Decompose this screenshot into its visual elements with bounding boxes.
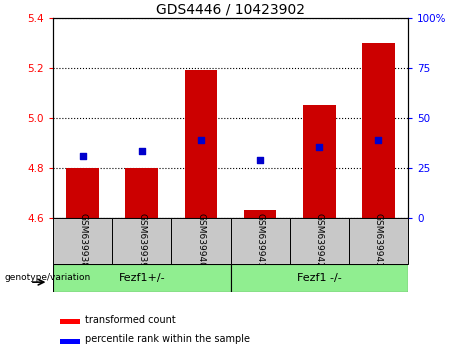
Bar [185,70,217,218]
Text: GSM639942: GSM639942 [315,213,324,268]
Bar [244,210,276,218]
Point [197,137,205,143]
Point [375,137,382,143]
Text: Fezf1+/-: Fezf1+/- [118,273,165,283]
Text: GSM639943: GSM639943 [374,213,383,268]
Bar [230,264,408,292]
Text: genotype/variation: genotype/variation [5,273,91,282]
Bar [53,264,230,292]
Text: Fezf1 -/-: Fezf1 -/- [297,273,342,283]
Bar [60,339,80,343]
Bar [303,105,336,218]
Text: percentile rank within the sample: percentile rank within the sample [85,335,250,344]
Point [256,158,264,163]
Bar [171,218,230,264]
Bar [230,218,290,264]
Point [138,149,145,154]
Title: GDS4446 / 10423902: GDS4446 / 10423902 [156,2,305,17]
Bar [53,218,112,264]
Bar [290,218,349,264]
Text: GSM639940: GSM639940 [196,213,206,268]
Text: GSM639939: GSM639939 [137,213,146,268]
Bar [60,319,80,324]
Point [79,154,86,159]
Bar [362,43,395,218]
Bar [349,218,408,264]
Text: GSM639938: GSM639938 [78,213,87,268]
Bar [66,168,99,218]
Bar [112,218,171,264]
Bar [125,168,158,218]
Text: GSM639941: GSM639941 [255,213,265,268]
Point [315,144,323,150]
Text: transformed count: transformed count [85,315,176,325]
